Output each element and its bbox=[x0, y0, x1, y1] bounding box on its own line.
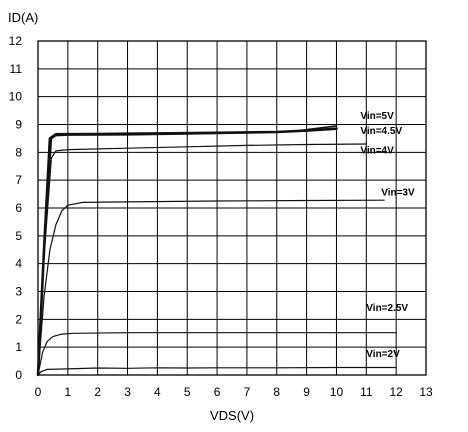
x-tick-label: 7 bbox=[244, 385, 251, 399]
curve-annotations: Vin=5V Vin=4.5V Vin=4V Vin=3V Vin=2.5V Vin=2V bbox=[360, 111, 415, 360]
curve-label: Vin=4V bbox=[360, 146, 394, 157]
x-tick-label: 2 bbox=[94, 385, 101, 399]
curve-label: Vin=5V bbox=[360, 111, 394, 122]
y-tick-label: 3 bbox=[15, 285, 22, 299]
x-tick-label: 12 bbox=[389, 385, 403, 399]
x-tick-label: 3 bbox=[124, 385, 131, 399]
x-tick-label: 0 bbox=[35, 385, 42, 399]
curve-label: Vin=3V bbox=[381, 187, 415, 198]
x-tick-label: 13 bbox=[419, 385, 433, 399]
y-tick-label: 2 bbox=[15, 312, 22, 326]
y-axis-title: ID(A) bbox=[8, 10, 38, 25]
y-tick-label: 1 bbox=[15, 340, 22, 354]
y-tick-label: 6 bbox=[15, 201, 22, 215]
series-vin2-5v bbox=[37, 332, 397, 376]
x-axis-title: VDS(V) bbox=[210, 408, 254, 423]
y-tick-label: 11 bbox=[10, 62, 23, 76]
y-tick-label: 5 bbox=[15, 229, 22, 243]
x-tick-label: 5 bbox=[184, 385, 191, 399]
y-tick-label: 12 bbox=[9, 34, 23, 48]
y-tick-label: 0 bbox=[15, 368, 22, 382]
grid bbox=[38, 41, 426, 375]
y-tick-label: 4 bbox=[15, 257, 22, 271]
curve-label: Vin=2.5V bbox=[366, 303, 408, 314]
y-tick-label: 7 bbox=[15, 173, 22, 187]
y-tick-label: 9 bbox=[15, 118, 22, 132]
x-tick-label: 9 bbox=[303, 385, 310, 399]
series-vin4-5v bbox=[37, 125, 338, 376]
x-tick-label: 8 bbox=[273, 385, 280, 399]
x-tick-label: 4 bbox=[154, 385, 161, 399]
series-vin4v bbox=[37, 143, 367, 376]
x-tick-label: 10 bbox=[330, 385, 344, 399]
plot-frame bbox=[37, 40, 427, 376]
x-tick-labels: 0 1 2 3 4 5 6 7 8 9 10 11 12 13 bbox=[35, 385, 433, 399]
y-tick-label: 10 bbox=[9, 90, 23, 104]
x-tick-label: 1 bbox=[65, 385, 72, 399]
x-tick-label: 11 bbox=[360, 385, 373, 399]
curves bbox=[36, 125, 397, 377]
curve-label: Vin=4.5V bbox=[360, 126, 402, 137]
series-vin2v bbox=[37, 366, 397, 376]
y-tick-label: 8 bbox=[15, 145, 22, 159]
curve-label: Vin=2V bbox=[366, 349, 400, 360]
series-vin3v bbox=[37, 199, 385, 376]
x-tick-label: 6 bbox=[214, 385, 221, 399]
